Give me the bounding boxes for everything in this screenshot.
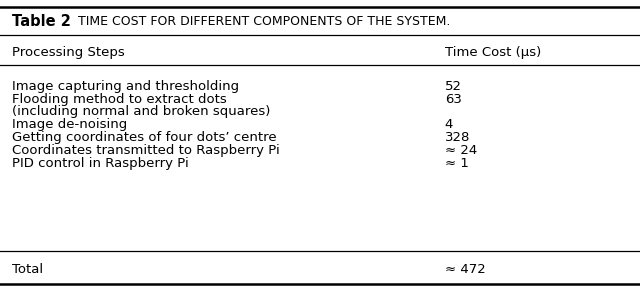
Text: Image capturing and thresholding: Image capturing and thresholding [12,80,239,93]
Text: Processing Steps: Processing Steps [12,46,124,58]
Text: ≈ 472: ≈ 472 [445,263,486,276]
Text: Table 2: Table 2 [12,14,70,29]
Text: 63: 63 [445,93,461,106]
Text: Flooding method to extract dots: Flooding method to extract dots [12,93,227,106]
Text: ≈ 24: ≈ 24 [445,144,477,157]
Text: PID control in Raspberry Pi: PID control in Raspberry Pi [12,157,188,170]
Text: Total: Total [12,263,43,276]
Text: Time Cost (μs): Time Cost (μs) [445,46,541,58]
Text: 328: 328 [445,131,470,144]
Text: TIME COST FOR DIFFERENT COMPONENTS OF THE SYSTEM.: TIME COST FOR DIFFERENT COMPONENTS OF TH… [70,15,451,28]
Text: Getting coordinates of four dots’ centre: Getting coordinates of four dots’ centre [12,131,276,144]
Text: ≈ 1: ≈ 1 [445,157,468,170]
Text: 4: 4 [445,118,453,131]
Text: (including normal and broken squares): (including normal and broken squares) [12,105,270,118]
Text: Image de-noising: Image de-noising [12,118,127,131]
Text: Coordinates transmitted to Raspberry Pi: Coordinates transmitted to Raspberry Pi [12,144,279,157]
Text: 52: 52 [445,80,462,93]
